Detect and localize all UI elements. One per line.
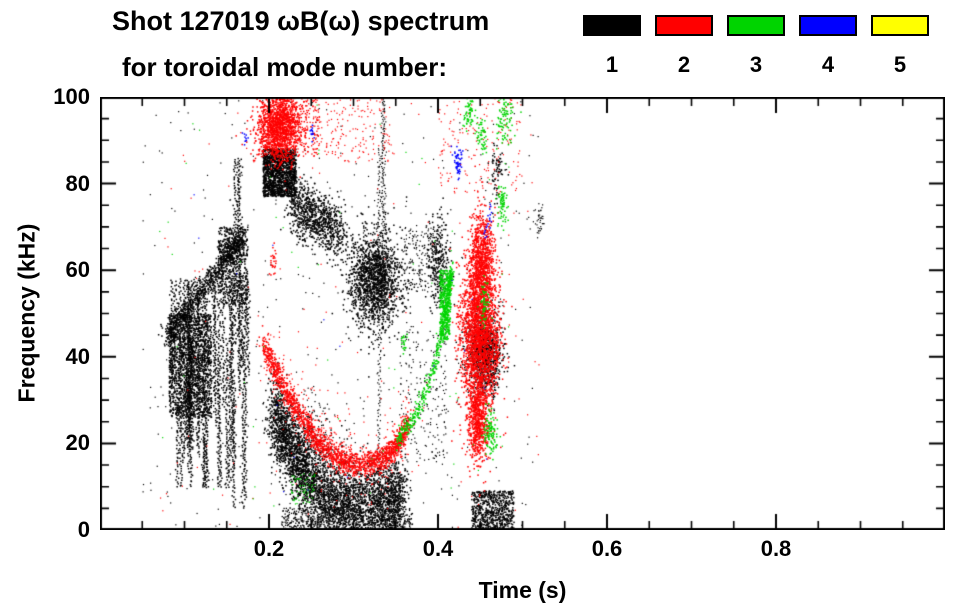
legend-label-1: 1 <box>605 52 619 77</box>
legend-labels: 1 2 3 4 5 <box>583 52 929 78</box>
y-axis-title: Frequency (kHz) <box>13 223 40 403</box>
legend-label-2: 2 <box>677 52 691 77</box>
x-tick-label: 0.4 <box>422 536 454 561</box>
y-tick-label: 20 <box>65 430 90 456</box>
y-tick-label: 100 <box>53 84 90 109</box>
x-axis-title: Time (s) <box>478 577 567 603</box>
y-tick-label: 80 <box>65 170 90 196</box>
y-tick-label: 40 <box>65 343 90 369</box>
x-tick-label: 0.6 <box>591 536 623 561</box>
legend-swatch-2 <box>655 15 713 36</box>
y-tick-label: 60 <box>65 257 90 283</box>
spectrum-plot <box>100 97 945 530</box>
legend-swatch-4 <box>799 15 857 36</box>
legend-swatch-1 <box>583 15 641 36</box>
chart-subtitle: for toroidal mode number: <box>122 52 447 82</box>
x-tick-label: 0.2 <box>253 536 285 561</box>
legend-swatch-3 <box>727 15 785 36</box>
chart-title: Shot 127019 ωB(ω) spectrum <box>112 6 490 36</box>
legend <box>583 15 929 36</box>
legend-label-3: 3 <box>749 52 763 77</box>
legend-label-5: 5 <box>893 52 907 77</box>
y-tick-label: 0 <box>77 517 90 542</box>
x-tick-label: 0.8 <box>760 536 792 561</box>
legend-swatch-5 <box>871 15 929 36</box>
legend-label-4: 4 <box>821 52 835 77</box>
